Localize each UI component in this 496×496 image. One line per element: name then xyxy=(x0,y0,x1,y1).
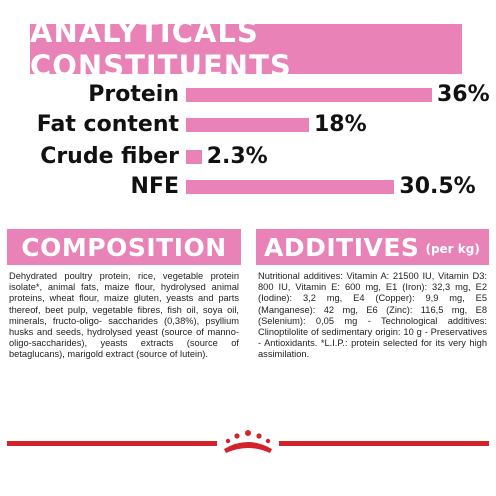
nutrient-value: 36% xyxy=(437,82,490,107)
nutrient-bar xyxy=(186,118,309,132)
nutrient-value: 2.3% xyxy=(206,144,268,169)
additives-subtitle: (per kg) xyxy=(425,242,480,256)
nutrient-label: Crude fiber xyxy=(40,144,179,169)
nutrient-row-fat: Fat content 18% xyxy=(0,111,496,139)
additives-text: Nutritional additives: Vitamin A: 21500 … xyxy=(258,271,487,360)
royal-canin-crown-icon xyxy=(224,430,272,453)
nutrient-row-nfe: NFE 30.5% xyxy=(0,173,496,201)
nutrient-label: Protein xyxy=(88,82,179,107)
additives-header: ADDITIVES (per kg) xyxy=(256,229,489,265)
additives-title: ADDITIVES xyxy=(264,232,420,262)
nutrient-row-protein: Protein 36% xyxy=(0,81,496,109)
composition-title: COMPOSITION xyxy=(21,232,227,262)
nutrient-bar xyxy=(186,88,432,102)
nutrient-bar xyxy=(186,150,202,164)
nutrient-value: 18% xyxy=(314,112,367,137)
nutrient-label: NFE xyxy=(130,174,179,199)
analytical-constituents-banner: ANALYTICALS CONSTITUENTS xyxy=(30,15,462,83)
nutrient-bar xyxy=(186,180,395,194)
nutrient-value: 30.5% xyxy=(399,174,476,199)
nutrient-row-fiber: Crude fiber 2.3% xyxy=(0,143,496,171)
footer-line-right xyxy=(279,441,489,446)
analytical-constituents-title: ANALYTICALS CONSTITUENTS xyxy=(30,15,292,83)
composition-text: Dehydrated poultry protein, rice, vegeta… xyxy=(9,271,239,360)
footer-line-left xyxy=(7,441,217,446)
nutrient-label: Fat content xyxy=(36,112,179,137)
composition-header: COMPOSITION xyxy=(7,229,241,265)
